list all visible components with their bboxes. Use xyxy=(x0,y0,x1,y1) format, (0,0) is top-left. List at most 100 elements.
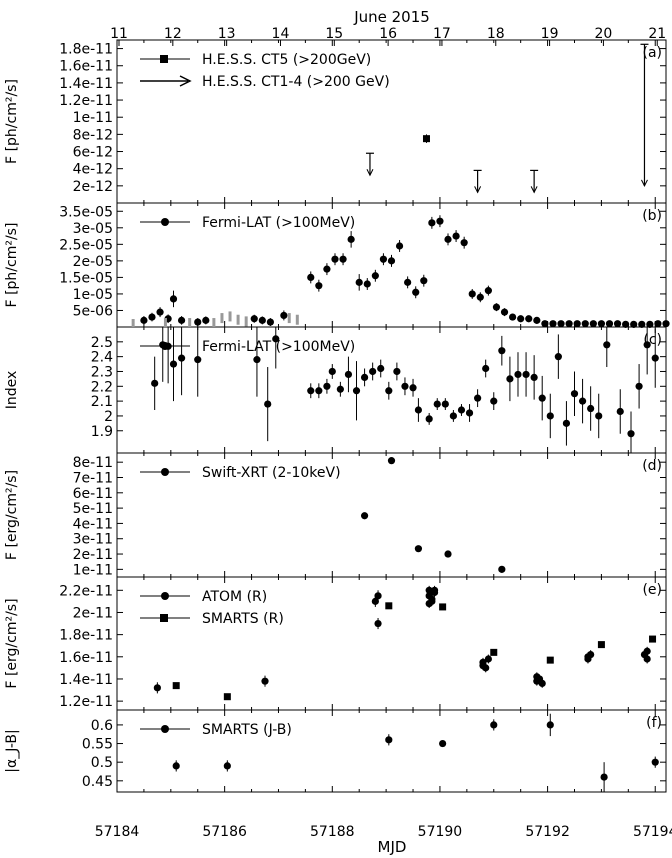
data-point xyxy=(177,316,186,324)
upper-limit-head xyxy=(366,169,374,177)
data-point xyxy=(474,394,482,402)
data-point xyxy=(546,721,554,729)
panel-d-frame xyxy=(116,452,667,578)
data-point xyxy=(436,217,444,225)
legend-entry: Swift-XRT (2-10keV) xyxy=(202,465,341,481)
panel-d-tag: (d) xyxy=(642,458,662,474)
data-point xyxy=(457,406,466,414)
data-point xyxy=(439,739,447,748)
top-axis-tick-label: 12 xyxy=(164,26,182,42)
y-tick-label: 5e-11 xyxy=(73,501,113,517)
data-point xyxy=(323,265,331,273)
data-point xyxy=(433,400,441,408)
y-tick-label: 2.2e-11 xyxy=(59,583,113,599)
legend-circle-marker xyxy=(161,218,169,226)
data-point xyxy=(266,318,274,326)
data-point xyxy=(430,586,439,594)
x-tick-label: 57192 xyxy=(525,824,570,840)
data-point xyxy=(172,762,180,770)
y-tick-label: 2e-11 xyxy=(73,605,113,621)
data-point xyxy=(369,367,377,376)
data-point xyxy=(253,356,261,364)
data-point xyxy=(498,565,506,573)
panel-a-tag: (a) xyxy=(642,45,662,61)
y-tick-label: 6e-11 xyxy=(73,486,113,502)
top-axis-tick-label: 15 xyxy=(325,26,343,42)
y-tick-label: 1e-11 xyxy=(73,562,113,578)
data-point xyxy=(339,255,347,263)
data-point-square xyxy=(546,656,554,664)
legend-entry: ATOM (R) xyxy=(202,589,267,605)
data-point xyxy=(414,545,423,553)
panel-f-tag: (f) xyxy=(646,715,662,731)
data-point xyxy=(584,655,592,663)
y-tick-label: 0.45 xyxy=(82,774,113,790)
panel-e-frame xyxy=(116,576,667,711)
data-point-square xyxy=(223,693,231,701)
panel-c-tag: (c) xyxy=(643,332,662,348)
data-point xyxy=(460,239,468,247)
legend-entry: H.E.S.S. CT1-4 (>200 GeV) xyxy=(202,74,390,90)
data-point xyxy=(533,316,541,324)
data-point xyxy=(428,219,436,227)
y-tick-label: 1.2e-11 xyxy=(59,93,113,109)
upper-limit-head xyxy=(530,186,538,194)
panel-d-ylabel: F [erg/cm²/s] xyxy=(4,470,20,560)
data-point xyxy=(490,721,498,729)
data-point xyxy=(404,278,412,286)
data-point xyxy=(484,287,492,295)
data-point xyxy=(307,273,315,281)
y-tick-label: 0.5 xyxy=(91,755,113,771)
y-tick-label: 1.9 xyxy=(91,424,113,440)
data-point xyxy=(387,457,396,465)
data-point xyxy=(164,342,172,350)
data-point-square xyxy=(597,641,605,649)
data-point xyxy=(651,758,659,766)
y-tick-label: 2e-12 xyxy=(73,179,113,195)
data-point xyxy=(479,662,487,670)
y-tick-label: 2.5 xyxy=(91,335,113,351)
top-axis-tick-label: 21 xyxy=(648,26,666,42)
panel-a-frame xyxy=(116,39,667,204)
data-point xyxy=(627,430,635,438)
data-point xyxy=(395,242,404,250)
data-point xyxy=(194,356,202,364)
data-point xyxy=(589,320,597,328)
data-point-square xyxy=(649,635,657,643)
data-point xyxy=(468,290,476,298)
y-tick-label: 1.4e-11 xyxy=(59,76,113,92)
data-point xyxy=(538,394,546,402)
data-point xyxy=(261,677,269,685)
legend-entry: H.E.S.S. CT5 (>200GeV) xyxy=(202,52,371,68)
data-point xyxy=(482,364,490,373)
legend-entry: Fermi-LAT (>100MeV) xyxy=(202,339,355,355)
data-point xyxy=(379,255,388,263)
data-point xyxy=(554,353,562,361)
panel-f-ylabel: |α_J-B| xyxy=(4,729,20,772)
y-tick-label: 2 xyxy=(104,409,113,425)
y-tick-label: 3e-11 xyxy=(73,532,113,548)
data-point xyxy=(492,303,501,311)
data-point xyxy=(449,412,457,420)
data-point xyxy=(202,316,210,324)
data-point xyxy=(646,320,654,328)
data-point xyxy=(578,397,587,405)
data-point xyxy=(420,277,428,285)
data-point xyxy=(371,272,379,280)
legend-entry: SMARTS (R) xyxy=(202,611,284,627)
panel-f-frame xyxy=(116,709,667,793)
panel-c-ylabel: Index xyxy=(4,371,20,410)
x-tick-label: 57184 xyxy=(95,824,140,840)
data-point xyxy=(328,367,336,376)
data-point xyxy=(156,308,164,316)
data-point xyxy=(541,320,549,328)
data-point xyxy=(307,387,315,395)
y-tick-label: 3e-05 xyxy=(73,221,113,237)
top-axis-tick-label: 20 xyxy=(594,26,612,42)
y-tick-label: 1.2e-11 xyxy=(59,694,113,710)
data-point xyxy=(264,400,272,408)
data-point xyxy=(194,318,202,326)
data-point xyxy=(533,673,541,681)
y-tick-label: 8e-12 xyxy=(73,127,113,143)
data-point xyxy=(643,341,651,349)
